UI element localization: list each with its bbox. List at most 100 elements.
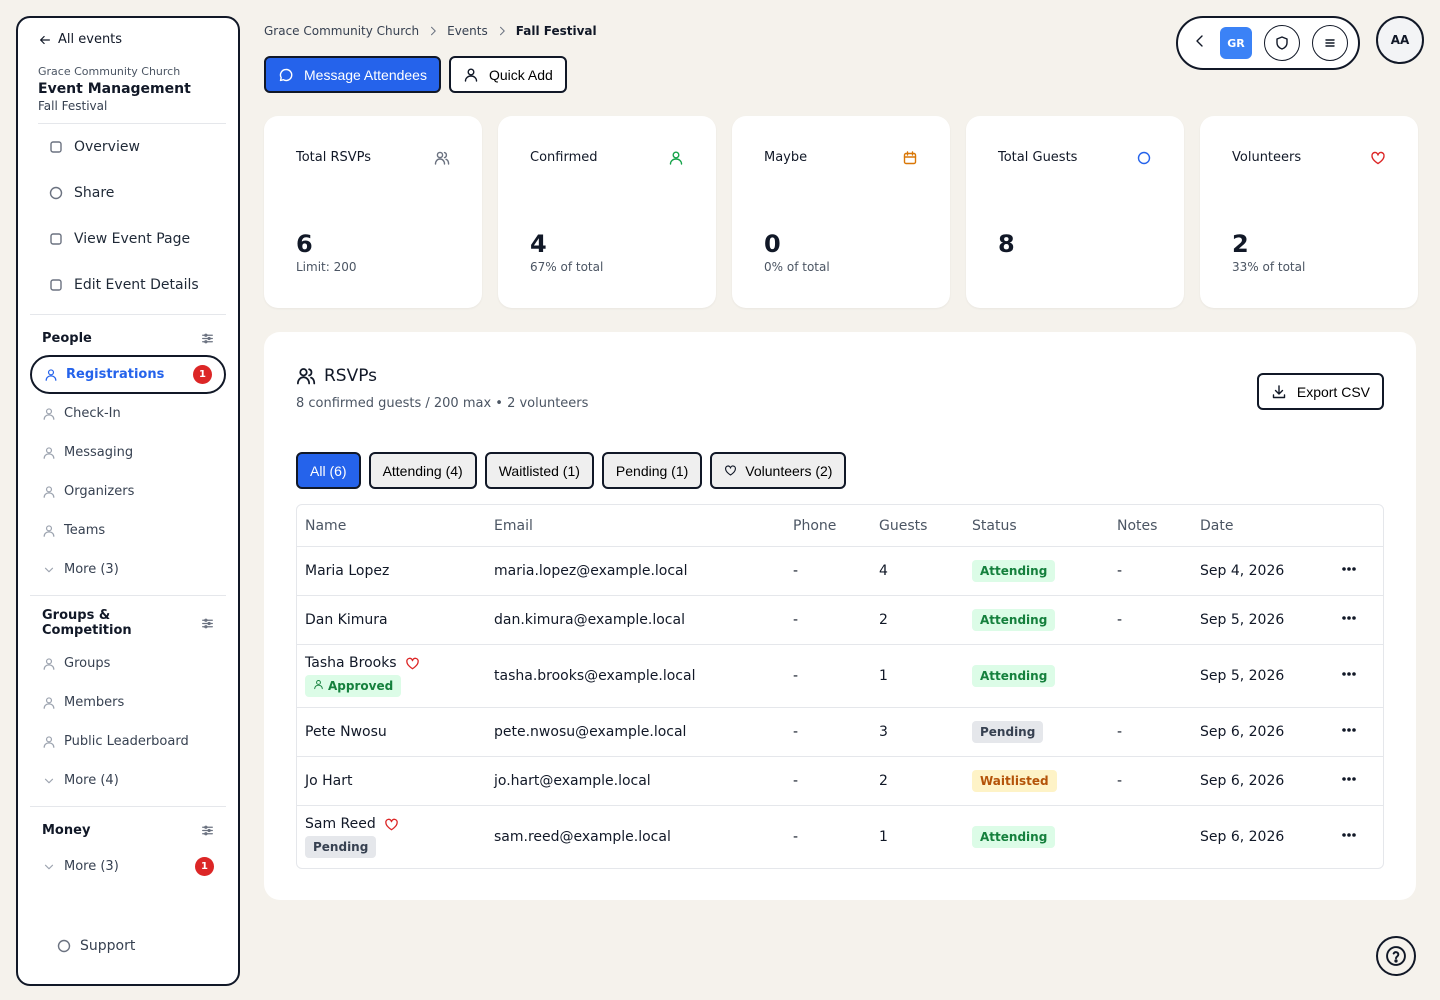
status-cell: Attending [964,609,1109,631]
filter-tab[interactable]: Attending (4) [368,452,477,489]
icon [427,25,439,37]
attendee-name: Tasha Brooks [305,655,397,671]
back-link[interactable]: All events [38,32,226,47]
nav-item[interactable]: Messaging [30,433,226,472]
name-cell: Sam Reed Pending [297,816,486,858]
guests-cell: 4 [879,563,888,579]
back-button[interactable] [1192,33,1208,53]
row-menu[interactable] [1333,722,1383,742]
icon [42,657,56,671]
icon [42,774,56,788]
row-menu[interactable] [1333,771,1383,791]
stat-value: 8 [998,230,1015,258]
stat-label: Volunteers [1232,150,1302,165]
row-menu[interactable] [1333,827,1383,847]
icon [42,860,56,874]
nav-item[interactable]: More (3) 1 [30,847,226,886]
column-header: Notes [1117,517,1158,534]
stat-icon [1136,150,1152,170]
status-cell: Attending [964,560,1109,582]
guests-cell: 2 [879,612,888,628]
filter-tab[interactable]: Volunteers (2) [710,452,847,489]
badge: 1 [195,857,214,876]
org-name: Grace Community Church [38,65,181,78]
stat-label: Maybe [764,150,808,165]
row-menu[interactable] [1333,561,1383,581]
nav-label: Share [74,185,115,201]
action-button[interactable]: Quick Add [448,56,567,93]
nav-item[interactable]: Public Leaderboard [30,722,226,761]
email-cell: maria.lopez@example.local [494,563,688,579]
stat-value: 0 [764,230,781,258]
nav-item[interactable]: Registrations 1 [30,355,226,394]
nav-item[interactable]: More (4) [30,761,226,800]
icon [42,735,56,749]
icon [48,277,64,293]
notes-cell: - [1117,773,1123,789]
nav-label: Members [64,695,125,710]
icon [201,332,214,345]
name-cell: Dan Kimura [297,612,486,628]
breadcrumb-item[interactable]: Grace Community Church [264,24,420,38]
nav-item[interactable]: Edit Event Details [30,262,226,308]
nav-item[interactable]: Groups [30,644,226,683]
nav-label: Groups [64,656,111,671]
filter-tab[interactable]: Waitlisted (1) [484,452,594,489]
nav-item[interactable]: Overview [30,124,226,170]
section-header: People [30,327,226,349]
rsvp-panel: RSVPs 8 confirmed guests / 200 max • 2 vo… [264,332,1416,900]
nav-item[interactable]: Check-In [30,394,226,433]
nav-item[interactable]: View Event Page [30,216,226,262]
badge-wrap: Approved [305,675,486,697]
help-button[interactable] [1376,936,1416,976]
name-line: Jo Hart [305,773,486,789]
name-cell: Maria Lopez [297,563,486,579]
nav-label: Messaging [64,445,134,460]
stat-note: 67% of total [530,260,604,274]
support-link[interactable]: Support [56,938,135,954]
nav-label: More (3) [64,859,119,874]
shield-button[interactable] [1264,25,1300,61]
guests-cell: 1 [879,668,888,684]
export-button[interactable]: Export CSV [1256,373,1384,410]
icon [1341,827,1357,843]
nav-label: More (4) [64,773,119,788]
avatar[interactable]: AA [1376,16,1424,64]
topbar: GR [1176,16,1360,70]
action-button[interactable]: Message Attendees [264,56,441,93]
nav-item[interactable]: More (3) [30,550,226,589]
name-line: Sam Reed [305,816,486,832]
stat-value: 6 [296,230,313,258]
stat-icon [434,150,450,170]
filter-tab[interactable]: All (6) [296,452,361,489]
name-line: Pete Nwosu [305,724,486,740]
nav-label: Check-In [64,406,121,421]
nav-item[interactable]: Members [30,683,226,722]
button-label: Export CSV [1296,383,1370,400]
badge-text: Pending [313,840,369,854]
tab-label: All (6) [310,462,347,479]
row-menu[interactable] [1333,610,1383,630]
menu-button[interactable] [1312,25,1348,61]
filter-tab[interactable]: Pending (1) [601,452,703,489]
name-line: Dan Kimura [305,612,486,628]
workspace-badge[interactable]: GR [1220,27,1252,59]
section-header: Groups & Competition [30,608,226,638]
phone-cell: - [793,668,799,684]
name-line: Tasha Brooks [305,655,486,671]
status-cell: Pending [964,721,1109,743]
icon [48,185,64,201]
back-text: All events [58,32,123,47]
stat-card: Volunteers 2 33% of total [1200,116,1418,308]
nav-item[interactable]: Share [30,170,226,216]
nav-item[interactable]: Teams [30,511,226,550]
stat-label: Total RSVPs [296,150,372,165]
row-menu[interactable] [1333,666,1383,686]
nav-item[interactable]: Organizers [30,472,226,511]
date-cell: Sep 5, 2026 [1200,668,1285,684]
breadcrumb-item[interactable]: Events [447,24,488,38]
icon [201,824,214,837]
stat-icon [668,150,684,170]
panel-summary: 8 confirmed guests / 200 max • 2 volunte… [296,396,589,411]
